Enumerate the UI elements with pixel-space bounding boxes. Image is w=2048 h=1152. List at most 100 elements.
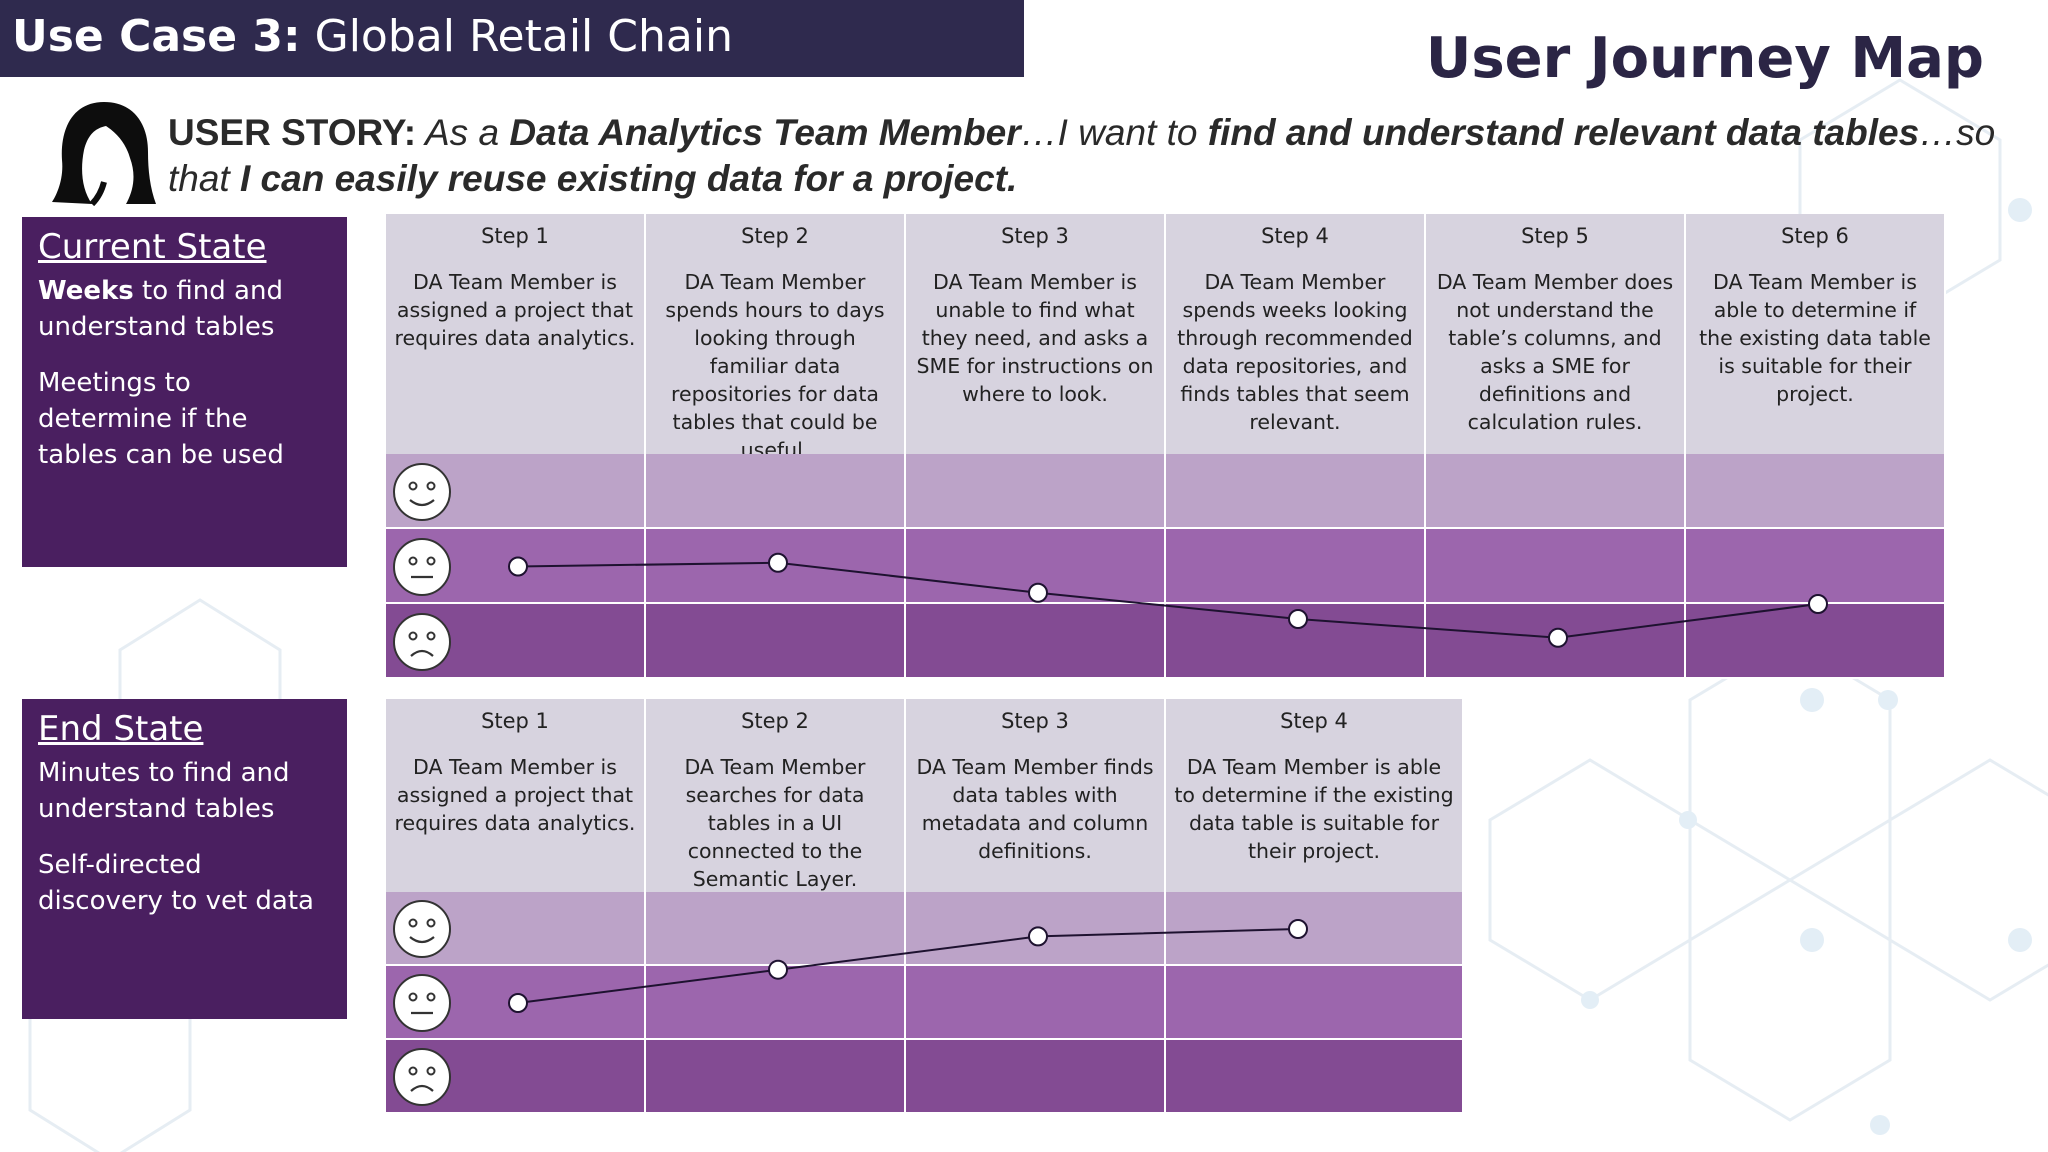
current-cell — [1166, 454, 1426, 527]
current-state-line1: Weeks to find and understand tables — [38, 273, 331, 345]
current-step-header-5: Step 5 DA Team Member does not understand… — [1426, 214, 1686, 454]
current-cell — [646, 604, 906, 677]
end-state-line1: Minutes to find and understand tables — [38, 758, 290, 824]
end-step-label-1: Step 1 — [481, 709, 549, 733]
end-cell — [906, 966, 1166, 1038]
end-row-sad — [386, 1040, 1464, 1114]
end-step-desc-1: DA Team Member is assigned a project tha… — [394, 755, 636, 835]
user-story-goal: find and understand relevant data tables — [1207, 112, 1920, 153]
current-cell — [1426, 604, 1686, 677]
end-state-box: End State Minutes to find and understand… — [22, 699, 347, 1019]
current-step-label-3: Step 3 — [1001, 224, 1069, 248]
end-cell — [1166, 892, 1464, 964]
happy-face-icon — [393, 900, 451, 958]
current-step-header-6: Step 6 DA Team Member is able to determin… — [1686, 214, 1946, 454]
end-step-desc-4: DA Team Member is able to determine if t… — [1174, 755, 1454, 863]
current-cell — [906, 529, 1166, 602]
end-step-desc-3: DA Team Member finds data tables with me… — [916, 755, 1154, 863]
current-cell — [1426, 454, 1686, 527]
current-cell — [646, 529, 906, 602]
current-sentiment-line — [517, 561, 1819, 639]
use-case-name: Global Retail Chain — [300, 11, 733, 62]
end-step-desc-2: DA Team Member searches for data tables … — [684, 755, 866, 891]
current-sentiment-point-2 — [768, 552, 788, 573]
current-step-label-4: Step 4 — [1261, 224, 1329, 248]
sad-face-icon — [393, 1048, 451, 1106]
end-sentiment-point-1 — [508, 993, 528, 1013]
current-cell — [386, 604, 646, 677]
end-step-label-3: Step 3 — [1001, 709, 1069, 733]
current-state-box: Current State Weeks to find and understa… — [22, 217, 347, 567]
user-story-part3: …so that — [168, 112, 1996, 199]
end-journey-panel: Step 1 DA Team Member is assigned a proje… — [386, 699, 1464, 1115]
current-state-line1-bold: Weeks — [38, 276, 134, 306]
end-sentiment-curve — [508, 919, 1308, 1013]
current-cell — [906, 454, 1166, 527]
end-cell — [386, 966, 646, 1038]
use-case-number: Use Case 3: — [12, 11, 301, 62]
user-story-part1: As a — [416, 112, 510, 153]
end-cell — [906, 892, 1166, 964]
end-cell — [646, 1040, 906, 1112]
current-cell — [906, 604, 1166, 677]
current-step-desc-5: DA Team Member does not understand the t… — [1436, 270, 1674, 434]
end-sentiment-point-3 — [1028, 926, 1048, 947]
current-journey-panel: Step 1 DA Team Member is assigned a proje… — [386, 214, 1948, 680]
happy-face-icon — [393, 462, 451, 521]
current-sentiment-point-3 — [1028, 582, 1048, 603]
current-step-desc-1: DA Team Member is assigned a project tha… — [394, 270, 636, 350]
current-cell — [1686, 529, 1946, 602]
current-sentiment-point-5 — [1548, 627, 1568, 648]
current-step-header-1: Step 1 DA Team Member is assigned a proje… — [386, 214, 646, 454]
end-cell — [386, 1040, 646, 1112]
end-cell — [1166, 966, 1464, 1038]
current-row-happy — [386, 454, 1946, 529]
current-step-label-2: Step 2 — [741, 224, 809, 248]
current-step-label-5: Step 5 — [1521, 224, 1589, 248]
end-step-header-1: Step 1 DA Team Member is assigned a proje… — [386, 699, 646, 892]
current-state-title: Current State — [38, 227, 267, 267]
end-step-label-2: Step 2 — [741, 709, 809, 733]
current-sentiment-point-4 — [1288, 609, 1308, 629]
end-step-header-4: Step 4 DA Team Member is able to determin… — [1166, 699, 1464, 892]
user-story-benefit: I can easily reuse existing data for a p… — [240, 158, 1018, 199]
neutral-face-icon — [393, 537, 451, 596]
current-sentiment-curve — [508, 552, 1828, 648]
current-step-header-4: Step 4 DA Team Member spends weeks lookin… — [1166, 214, 1426, 454]
current-step-desc-3: DA Team Member is unable to find what th… — [916, 270, 1154, 406]
current-state-line1-rest: to find and understand tables — [38, 276, 283, 342]
current-cell — [1426, 529, 1686, 602]
end-sentiment-point-2 — [768, 959, 788, 980]
current-step-desc-4: DA Team Member spends weeks looking thro… — [1177, 270, 1413, 434]
end-sentiment-point-4 — [1288, 919, 1308, 939]
end-cell — [906, 1040, 1166, 1112]
current-cell — [1166, 604, 1426, 677]
current-step-label-1: Step 1 — [481, 224, 549, 248]
current-row-neutral — [386, 529, 1946, 604]
current-state-line2: Meetings to determine if the tables can … — [38, 368, 284, 470]
user-story-role: Data Analytics Team Member — [509, 112, 1021, 153]
current-cell — [1166, 529, 1426, 602]
end-step-label-4: Step 4 — [1280, 709, 1348, 733]
current-sentiment-point-1 — [508, 556, 528, 577]
current-cell — [1686, 454, 1946, 527]
current-step-desc-2: DA Team Member spends hours to days look… — [665, 270, 885, 462]
end-row-neutral — [386, 966, 1464, 1040]
woman-silhouette-icon — [52, 102, 156, 206]
current-step-label-6: Step 6 — [1781, 224, 1849, 248]
end-cell — [386, 892, 646, 964]
end-state-line2: Self-directed discovery to vet data — [38, 850, 314, 916]
page-title: User Journey Map — [1425, 26, 1984, 91]
end-cell — [646, 966, 906, 1038]
end-state-title: End State — [38, 709, 204, 749]
current-sentiment-point-6 — [1808, 594, 1828, 614]
current-step-header-3: Step 3 DA Team Member is unable to find w… — [906, 214, 1166, 454]
user-story-lead: USER STORY: — [168, 112, 417, 153]
current-row-sad — [386, 604, 1946, 679]
current-step-desc-6: DA Team Member is able to determine if t… — [1699, 270, 1931, 406]
end-sentiment-line — [517, 928, 1299, 1004]
end-step-header-2: Step 2 DA Team Member searches for data t… — [646, 699, 906, 892]
current-cell — [386, 454, 646, 527]
sad-face-icon — [393, 612, 451, 671]
user-story-part2: …I want to — [1020, 112, 1208, 153]
